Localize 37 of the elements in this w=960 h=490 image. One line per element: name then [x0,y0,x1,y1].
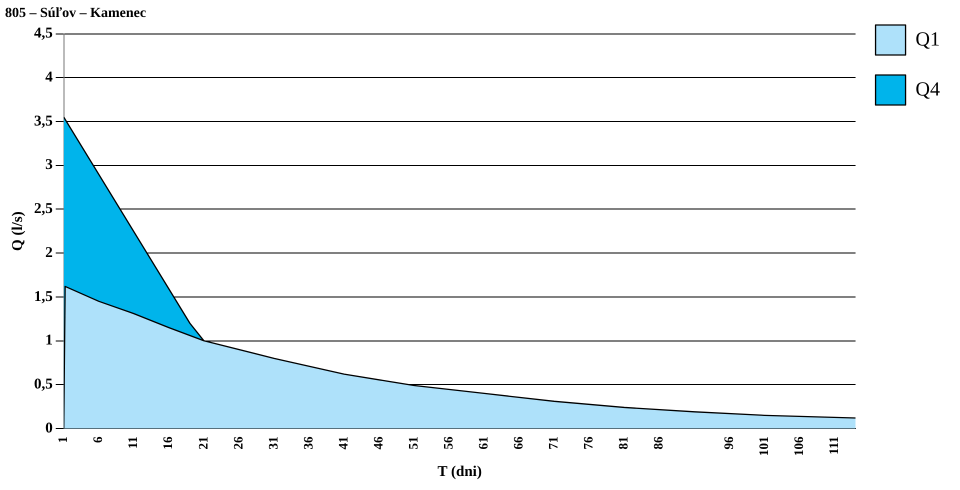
y-tick-label: 2,5 [34,201,53,218]
x-tick-label: 6 [90,436,106,443]
x-tick-label: 16 [160,436,176,450]
y-tick-label: 3,5 [34,113,53,130]
x-tick-label: 66 [510,436,526,450]
x-axis-title: T (dni) [437,464,482,480]
y-tick-label: 0 [45,420,53,436]
legend-label: Q1 [916,28,940,50]
chart-title: 805 – Súľov – Kamenec [5,6,146,22]
x-tick-label: 86 [650,436,666,450]
x-tick-label: 21 [195,436,210,450]
x-tick-label: 96 [720,436,736,450]
x-tick-label: 31 [265,436,280,450]
x-tick-label: 71 [546,436,561,450]
y-tick-label: 0,5 [34,376,53,393]
x-tick-label: 56 [440,436,456,450]
x-tick-label: 61 [476,436,491,450]
legend-label: Q4 [916,78,940,100]
x-tick-label: 46 [370,436,386,450]
y-axis-title: Q (l/s) [10,211,26,251]
x-tick-label: 26 [230,436,246,450]
x-tick-label: 11 [125,436,140,449]
y-tick-label: 4 [45,70,54,86]
x-tick-label: 41 [335,436,350,450]
y-tick-label: 4,5 [34,26,53,42]
x-tick-label: 51 [405,436,420,450]
y-tick-label: 3 [45,157,53,174]
y-tick-label: 1 [45,332,53,349]
x-tick-label: 111 [826,436,841,455]
y-tick-label: 1,5 [34,288,53,305]
x-tick-label: 106 [790,436,806,456]
x-tick-label: 1 [55,436,70,443]
x-tick-label: 76 [580,436,596,450]
x-tick-label: 81 [616,436,631,450]
x-tick-label: 36 [300,436,316,450]
y-tick-label: 2 [45,244,53,261]
x-tick-label: 101 [756,436,771,456]
